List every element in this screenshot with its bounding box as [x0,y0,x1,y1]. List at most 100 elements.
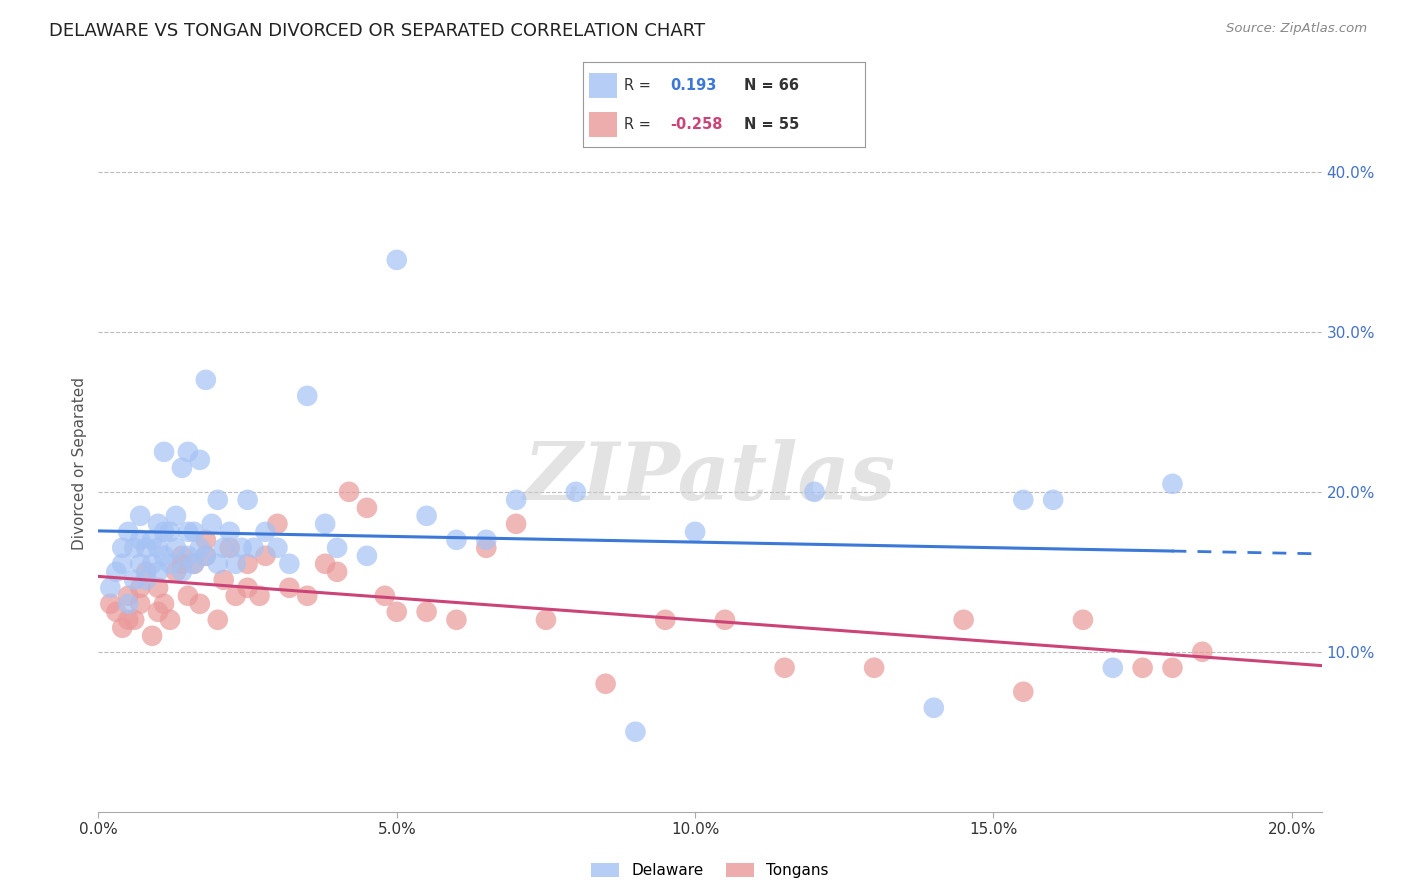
Point [183,524,205,539]
Point [122,541,145,555]
Point [117,597,139,611]
Point [225,589,247,603]
Text: N = 66: N = 66 [744,78,799,93]
Point [683,524,706,539]
Point [207,613,229,627]
Point [188,541,211,555]
Point [236,557,259,571]
Point [194,373,217,387]
Point [165,508,187,523]
Point [129,533,152,547]
Point [117,589,139,603]
Point [177,589,200,603]
Point [98,581,121,595]
Point [153,597,176,611]
Point [146,581,169,595]
Text: DELAWARE VS TONGAN DIVORCED OR SEPARATED CORRELATION CHART: DELAWARE VS TONGAN DIVORCED OR SEPARATED… [49,22,706,40]
Point [326,541,349,555]
Point [207,492,229,507]
Bar [589,112,617,137]
Point [111,541,134,555]
Point [385,605,408,619]
Point [122,573,145,587]
Point [1012,685,1035,699]
Point [212,541,235,555]
Point [773,661,796,675]
Point [188,597,211,611]
Bar [589,72,617,98]
Point [194,533,217,547]
Point [505,516,527,531]
Point [254,549,277,563]
Point [111,621,134,635]
Point [135,565,157,579]
Point [165,541,187,555]
Point [159,613,181,627]
Point [314,557,336,571]
Point [170,549,193,563]
Point [565,484,588,499]
Point [170,565,193,579]
Point [356,549,378,563]
Point [1161,661,1184,675]
Point [231,541,253,555]
Point [183,557,205,571]
Text: Source: ZipAtlas.com: Source: ZipAtlas.com [1226,22,1367,36]
Point [135,541,157,555]
Point [475,541,498,555]
Point [714,613,737,627]
Point [111,557,134,571]
Point [212,573,235,587]
Point [297,589,319,603]
Point [153,549,176,563]
Point [141,533,163,547]
Point [266,516,288,531]
Point [135,573,157,587]
Point [183,557,205,571]
Point [1012,492,1035,507]
Text: R =: R = [624,117,651,132]
Point [170,460,193,475]
Point [159,524,181,539]
Point [129,557,152,571]
Point [249,589,271,603]
Point [105,565,128,579]
Y-axis label: Divorced or Separated: Divorced or Separated [72,377,87,550]
Point [159,557,181,571]
Text: 0.193: 0.193 [671,78,717,93]
Point [236,492,259,507]
Point [337,484,360,499]
Point [188,453,211,467]
Point [534,613,557,627]
Point [165,565,187,579]
Point [266,541,288,555]
Point [475,533,498,547]
Point [117,524,139,539]
Point [141,557,163,571]
Point [146,605,169,619]
Point [129,508,152,523]
Point [129,597,152,611]
Point [254,524,277,539]
Point [105,605,128,619]
Point [952,613,974,627]
Point [207,557,229,571]
Point [415,605,437,619]
Point [356,500,378,515]
Point [98,597,121,611]
Point [141,629,163,643]
Point [236,581,259,595]
Point [177,445,200,459]
Text: N = 55: N = 55 [744,117,799,132]
Point [146,565,169,579]
Point [117,613,139,627]
Point [374,589,396,603]
Point [278,557,301,571]
Point [1101,661,1123,675]
Point [153,445,176,459]
Point [194,549,217,563]
Point [863,661,886,675]
Point [1071,613,1094,627]
Point [146,516,169,531]
Point [415,508,437,523]
